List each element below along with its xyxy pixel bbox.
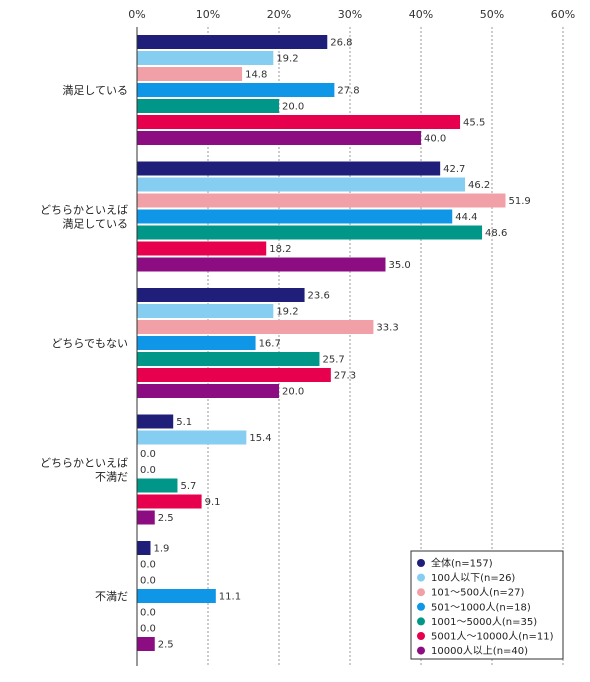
- data-label: 0.0: [140, 560, 156, 571]
- category-label: 満足している: [62, 218, 128, 231]
- bar: [137, 368, 331, 382]
- legend-box: [410, 550, 564, 660]
- x-tick-label: 60%: [551, 8, 575, 21]
- data-label: 2.5: [158, 640, 174, 651]
- legend-entry: 501〜1000人(n=18): [431, 601, 531, 613]
- bar: [137, 161, 441, 176]
- legend-marker: [417, 646, 425, 655]
- data-label: 19.2: [276, 54, 298, 65]
- legend-entry: 10000人以上(n=40): [431, 645, 528, 657]
- category-label: 不満だ: [95, 471, 128, 484]
- bar: [137, 637, 155, 651]
- data-label: 48.6: [485, 228, 507, 239]
- legend-marker: [417, 559, 425, 567]
- data-label: 26.8: [330, 38, 352, 49]
- data-label: 2.5: [158, 513, 174, 524]
- bar: [137, 589, 216, 603]
- data-label: 25.7: [322, 355, 344, 366]
- data-label: 0.0: [140, 465, 156, 476]
- bar: [137, 51, 274, 65]
- data-label: 14.8: [245, 70, 267, 81]
- legend-entry: 1001〜5000人(n=35): [431, 616, 537, 628]
- bar: [137, 320, 374, 334]
- bar: [137, 384, 279, 398]
- legend-marker: [417, 602, 425, 611]
- bar: [137, 67, 243, 81]
- data-label: 18.2: [269, 244, 291, 255]
- category-label: 不満だ: [95, 590, 128, 603]
- data-label: 27.8: [337, 86, 359, 97]
- bar: [137, 193, 506, 208]
- data-label: 33.3: [376, 323, 398, 334]
- data-label: 46.2: [468, 180, 490, 191]
- x-tick-label: 50%: [480, 8, 504, 21]
- data-label: 20.0: [282, 387, 304, 398]
- bar: [137, 352, 320, 366]
- legend-marker: [417, 617, 425, 626]
- data-label: 45.5: [463, 118, 485, 129]
- legend-entry: 全体(n=157): [431, 557, 493, 570]
- category-label: どちらかといえば: [40, 457, 128, 470]
- legend-marker: [417, 588, 425, 597]
- data-label: 44.4: [455, 212, 477, 223]
- bar: [137, 225, 483, 240]
- data-label: 42.7: [443, 164, 465, 175]
- data-label: 5.1: [176, 417, 192, 428]
- data-label: 23.6: [308, 291, 330, 302]
- category-label: どちらでもない: [51, 337, 128, 350]
- bar: [137, 241, 267, 256]
- bar: [137, 131, 421, 145]
- x-tick-label: 40%: [409, 8, 433, 21]
- bar: [137, 115, 461, 129]
- bar: [137, 304, 274, 318]
- bar: [137, 257, 386, 272]
- bar: [137, 209, 453, 224]
- bar: [137, 510, 155, 525]
- bar: [137, 35, 328, 49]
- legend-marker: [417, 573, 425, 582]
- data-label: 0.0: [140, 624, 156, 635]
- bar: [137, 430, 247, 445]
- legend-marker: [417, 632, 425, 640]
- bar: [137, 83, 335, 97]
- bar: [137, 99, 279, 113]
- legend-entry: 100人以下(n=26): [431, 572, 515, 584]
- x-tick-label: 20%: [267, 8, 291, 21]
- category-label: どちらかといえば: [40, 204, 128, 217]
- legend-entry: 5001人〜10000人(n=11): [431, 631, 554, 643]
- x-tick-label: 30%: [338, 8, 362, 21]
- data-label: 27.3: [334, 371, 356, 382]
- data-label: 0.0: [140, 576, 156, 587]
- bar: [137, 336, 256, 350]
- bar: [137, 478, 178, 493]
- data-label: 0.0: [140, 608, 156, 619]
- bar: [137, 177, 466, 192]
- x-tick-label: 0%: [128, 8, 145, 21]
- legend-entry: 101〜500人(n=27): [431, 587, 525, 599]
- data-label: 15.4: [249, 433, 271, 444]
- data-label: 5.7: [180, 481, 196, 492]
- bar: [137, 494, 202, 509]
- x-tick-label: 10%: [196, 8, 220, 21]
- data-label: 1.9: [153, 544, 169, 555]
- bar: [137, 288, 305, 302]
- category-label: 満足している: [62, 84, 128, 97]
- data-label: 0.0: [140, 449, 156, 460]
- data-label: 9.1: [205, 497, 221, 508]
- bar: [137, 414, 174, 429]
- data-label: 35.0: [389, 260, 411, 271]
- data-label: 19.2: [276, 307, 298, 318]
- data-label: 16.7: [259, 339, 281, 350]
- bar: [137, 541, 151, 555]
- data-label: 11.1: [219, 592, 241, 603]
- data-label: 51.9: [508, 196, 530, 207]
- data-label: 40.0: [424, 134, 446, 145]
- data-label: 20.0: [282, 102, 304, 113]
